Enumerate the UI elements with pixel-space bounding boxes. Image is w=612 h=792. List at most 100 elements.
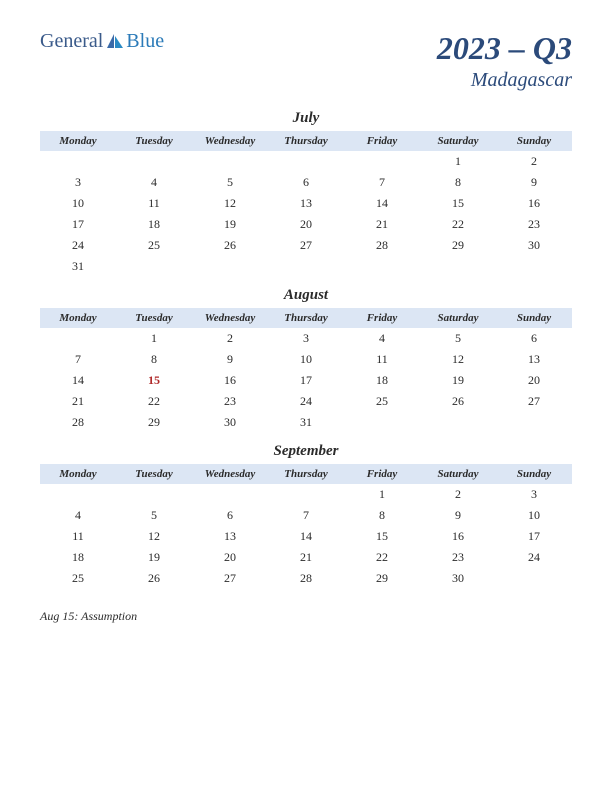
calendar-cell: 6 bbox=[192, 505, 268, 526]
calendar-cell: 8 bbox=[344, 505, 420, 526]
weekday-header: Sunday bbox=[496, 308, 572, 328]
calendar-cell: 19 bbox=[116, 547, 192, 568]
calendar-table: MondayTuesdayWednesdayThursdayFridaySatu… bbox=[40, 131, 572, 277]
calendar-cell: 20 bbox=[496, 370, 572, 391]
calendar-cell bbox=[192, 256, 268, 277]
calendar-cell: 18 bbox=[40, 547, 116, 568]
calendar-cell: 7 bbox=[40, 349, 116, 370]
calendar-cell: 8 bbox=[116, 349, 192, 370]
calendar-cell: 23 bbox=[496, 214, 572, 235]
calendar-row: 14151617181920 bbox=[40, 370, 572, 391]
calendar-cell: 18 bbox=[116, 214, 192, 235]
calendar-row: 123456 bbox=[40, 328, 572, 349]
calendar-row: 18192021222324 bbox=[40, 547, 572, 568]
calendar-cell bbox=[344, 256, 420, 277]
calendar-cell: 28 bbox=[40, 412, 116, 433]
calendar-cell: 23 bbox=[420, 547, 496, 568]
weekday-header: Tuesday bbox=[116, 131, 192, 151]
month-block: July MondayTuesdayWednesdayThursdayFriday… bbox=[40, 110, 572, 277]
weekday-header: Saturday bbox=[420, 464, 496, 484]
calendar-cell bbox=[268, 256, 344, 277]
calendar-container: JulyMondayTuesdayWednesdayThursdayFriday… bbox=[40, 110, 572, 589]
calendar-cell: 19 bbox=[420, 370, 496, 391]
calendar-cell bbox=[496, 568, 572, 589]
calendar-cell bbox=[268, 151, 344, 172]
calendar-cell bbox=[116, 151, 192, 172]
calendar-cell: 10 bbox=[268, 349, 344, 370]
calendar-cell: 19 bbox=[192, 214, 268, 235]
calendar-cell bbox=[344, 151, 420, 172]
weekday-header: Monday bbox=[40, 131, 116, 151]
calendar-cell: 5 bbox=[192, 172, 268, 193]
calendar-cell: 15 bbox=[116, 370, 192, 391]
weekday-header: Wednesday bbox=[192, 308, 268, 328]
calendar-cell: 29 bbox=[116, 412, 192, 433]
calendar-cell: 22 bbox=[420, 214, 496, 235]
calendar-row: 21222324252627 bbox=[40, 391, 572, 412]
calendar-cell: 2 bbox=[420, 484, 496, 505]
weekday-header: Tuesday bbox=[116, 308, 192, 328]
header: General Blue 2023 – Q3 Madagascar bbox=[40, 30, 572, 92]
weekday-header: Friday bbox=[344, 131, 420, 151]
title-block: 2023 – Q3 Madagascar bbox=[437, 30, 572, 92]
calendar-cell: 2 bbox=[496, 151, 572, 172]
calendar-cell: 25 bbox=[116, 235, 192, 256]
calendar-cell: 21 bbox=[344, 214, 420, 235]
weekday-header: Wednesday bbox=[192, 131, 268, 151]
calendar-cell: 22 bbox=[116, 391, 192, 412]
calendar-row: 10111213141516 bbox=[40, 193, 572, 214]
weekday-header: Monday bbox=[40, 308, 116, 328]
month-name: July bbox=[40, 110, 572, 127]
calendar-cell: 29 bbox=[420, 235, 496, 256]
calendar-cell: 9 bbox=[192, 349, 268, 370]
weekday-header: Thursday bbox=[268, 131, 344, 151]
calendar-cell: 15 bbox=[344, 526, 420, 547]
weekday-header: Saturday bbox=[420, 131, 496, 151]
calendar-cell: 1 bbox=[116, 328, 192, 349]
holiday-notes: Aug 15: Assumption bbox=[40, 609, 572, 624]
calendar-cell: 17 bbox=[40, 214, 116, 235]
calendar-cell: 30 bbox=[496, 235, 572, 256]
calendar-cell: 24 bbox=[496, 547, 572, 568]
calendar-cell: 17 bbox=[268, 370, 344, 391]
calendar-cell: 26 bbox=[116, 568, 192, 589]
calendar-cell: 6 bbox=[496, 328, 572, 349]
calendar-cell: 31 bbox=[40, 256, 116, 277]
weekday-header: Sunday bbox=[496, 131, 572, 151]
calendar-cell: 1 bbox=[344, 484, 420, 505]
calendar-cell bbox=[496, 256, 572, 277]
calendar-row: 31 bbox=[40, 256, 572, 277]
calendar-cell bbox=[40, 484, 116, 505]
calendar-row: 252627282930 bbox=[40, 568, 572, 589]
calendar-row: 12 bbox=[40, 151, 572, 172]
calendar-cell bbox=[40, 151, 116, 172]
calendar-cell: 6 bbox=[268, 172, 344, 193]
calendar-cell: 8 bbox=[420, 172, 496, 193]
calendar-row: 17181920212223 bbox=[40, 214, 572, 235]
weekday-header: Thursday bbox=[268, 308, 344, 328]
calendar-row: 45678910 bbox=[40, 505, 572, 526]
weekday-header: Friday bbox=[344, 308, 420, 328]
calendar-cell: 3 bbox=[268, 328, 344, 349]
calendar-row: 28293031 bbox=[40, 412, 572, 433]
calendar-cell: 24 bbox=[268, 391, 344, 412]
calendar-cell: 30 bbox=[192, 412, 268, 433]
calendar-cell: 10 bbox=[40, 193, 116, 214]
calendar-cell: 27 bbox=[496, 391, 572, 412]
month-block: AugustMondayTuesdayWednesdayThursdayFrid… bbox=[40, 287, 572, 433]
calendar-table: MondayTuesdayWednesdayThursdayFridaySatu… bbox=[40, 464, 572, 589]
calendar-row: 78910111213 bbox=[40, 349, 572, 370]
weekday-header: Thursday bbox=[268, 464, 344, 484]
calendar-cell: 30 bbox=[420, 568, 496, 589]
calendar-cell: 29 bbox=[344, 568, 420, 589]
page-subtitle: Madagascar bbox=[437, 69, 572, 92]
weekday-header: Tuesday bbox=[116, 464, 192, 484]
calendar-cell: 12 bbox=[116, 526, 192, 547]
holiday-note: Aug 15: Assumption bbox=[40, 609, 572, 624]
calendar-cell: 15 bbox=[420, 193, 496, 214]
calendar-cell bbox=[268, 484, 344, 505]
calendar-cell: 21 bbox=[268, 547, 344, 568]
calendar-cell: 28 bbox=[344, 235, 420, 256]
calendar-cell: 31 bbox=[268, 412, 344, 433]
calendar-cell: 26 bbox=[420, 391, 496, 412]
